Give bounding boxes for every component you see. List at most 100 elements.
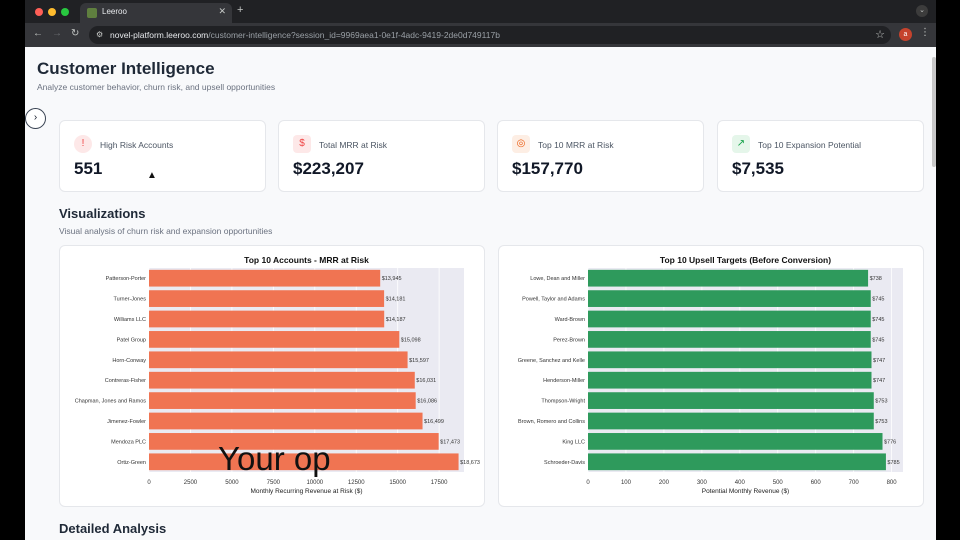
sidebar-toggle-button[interactable]: › [25,108,46,129]
tab-close-icon[interactable]: ✕ [218,6,226,16]
chart-title: Top 10 Upsell Targets (Before Conversion… [660,255,831,265]
bar [149,269,381,287]
browser-window: Leeroo ✕ + ⌄ ← → ↻ ⚙ novel-platform.leer… [25,0,936,540]
data-label: $17,473 [440,439,460,445]
upsell-targets-chart: Top 10 Upsell Targets (Before Conversion… [518,255,903,495]
forward-icon[interactable]: → [52,28,62,39]
browser-menu-icon[interactable]: ⋮ [920,27,930,38]
kpi-value: $157,770 [512,159,583,178]
back-icon[interactable]: ← [33,28,43,39]
kpi-label: Top 10 MRR at Risk [538,140,614,150]
bar [149,412,423,430]
data-label: $747 [873,358,885,364]
x-tick-label: 500 [773,480,784,486]
x-tick-label: 0 [147,480,151,486]
profile-avatar[interactable]: a [899,28,912,41]
bar [588,412,874,430]
data-label: $747 [873,378,885,384]
data-label: $18,673 [460,460,480,466]
mouse-cursor-icon: ▲ [147,170,157,181]
data-label: $13,945 [382,276,402,282]
address-bar[interactable]: ⚙ novel-platform.leeroo.com/customer-int… [89,26,891,44]
browser-tab[interactable]: Leeroo ✕ [80,3,232,23]
bar [588,453,886,471]
chart-card-upsell: Top 10 Upsell Targets (Before Conversion… [498,245,924,507]
kpi-value: $223,207 [293,159,364,178]
x-tick-label: 12500 [348,480,365,486]
maximize-window-button[interactable] [61,8,69,16]
data-label: $745 [872,337,884,343]
x-tick-label: 700 [849,480,860,486]
data-label: $16,031 [416,378,436,384]
bar [588,371,872,389]
bookmark-star-icon[interactable]: ☆ [875,29,885,41]
x-axis-label: Monthly Recurring Revenue at Risk ($) [251,488,363,495]
data-label: $738 [870,276,882,282]
category-label: Turner-Jones [113,297,146,303]
category-label: Lowe, Dean and Miller [530,276,585,282]
x-tick-label: 400 [735,480,746,486]
favicon-icon [87,8,97,18]
target-icon: ◎ [512,135,530,153]
video-caption-overlay: Your op [218,440,331,477]
kpi-label: High Risk Accounts [100,140,174,150]
category-label: Williams LLC [114,317,146,323]
data-label: $15,597 [409,358,429,364]
kpi-card-high-risk: ! High Risk Accounts 551 [59,120,266,192]
page-title: Customer Intelligence [37,59,215,78]
tab-bar: Leeroo ✕ + ⌄ [25,0,936,23]
bar [588,331,871,348]
data-label: $776 [884,439,896,445]
x-tick-label: 15000 [389,480,406,486]
bar [149,453,459,471]
bar [149,371,415,389]
x-tick-label: 10000 [306,480,323,486]
reload-icon[interactable]: ↻ [71,28,80,39]
kpi-value: $7,535 [732,159,784,178]
url-text[interactable]: novel-platform.leeroo.com/customer-intel… [110,30,500,40]
data-label: $16,086 [417,399,437,405]
new-tab-button[interactable]: + [237,4,244,16]
category-label: Brown, Romero and Collins [518,419,585,425]
category-label: Schroeder-Davis [544,460,585,466]
bar [588,351,872,369]
x-axis-label: Potential Monthly Revenue ($) [702,488,789,495]
visualizations-heading: Visualizations [59,206,146,221]
bar [588,433,883,450]
page-content: Customer Intelligence Analyze customer b… [25,47,936,540]
minimize-window-button[interactable] [48,8,56,16]
site-info-icon[interactable]: ⚙ [96,30,104,39]
category-label: Contreras-Fisher [105,378,146,384]
data-label: $14,181 [386,297,406,303]
x-tick-label: 0 [586,480,590,486]
kpi-card-top10-mrr: ◎ Top 10 MRR at Risk $157,770 [497,120,704,192]
category-label: Ortiz-Green [117,460,146,466]
x-tick-label: 600 [811,480,822,486]
x-tick-label: 17500 [431,480,448,486]
category-label: Perez-Brown [553,337,585,343]
bar [149,310,385,328]
tab-search-icon[interactable]: ⌄ [916,5,928,17]
category-label: Greene, Sanchez and Kelle [518,358,585,364]
kpi-card-expansion: ↗ Top 10 Expansion Potential $7,535 [717,120,924,192]
kpi-label: Top 10 Expansion Potential [758,140,862,150]
category-label: Powell, Taylor and Adams [522,297,585,303]
category-label: Thompson-Wright [541,399,585,405]
page-scrollbar[interactable] [932,57,936,167]
url-path: /customer-intelligence?session_id=9969ae… [208,30,500,40]
chart-title: Top 10 Accounts - MRR at Risk [244,255,369,265]
data-label: $785 [887,460,899,466]
category-label: Henderson-Miller [543,378,585,384]
category-label: Patel Group [117,337,146,343]
mrr-at-risk-chart: Top 10 Accounts - MRR at Risk 0 2500 5000 75… [75,255,480,495]
data-label: $745 [872,297,884,303]
close-window-button[interactable] [35,8,43,16]
bar [149,351,408,369]
kpi-card-mrr-at-risk: $ Total MRR at Risk $223,207 [278,120,485,192]
x-tick-label: 200 [659,480,670,486]
x-tick-label: 2500 [184,480,198,486]
browser-toolbar: ← → ↻ ⚙ novel-platform.leeroo.com/custom… [25,23,936,47]
chart-card-mrr-at-risk: Top 10 Accounts - MRR at Risk 0 2500 5000 75… [59,245,485,507]
bar [588,290,871,307]
bar [149,433,439,450]
